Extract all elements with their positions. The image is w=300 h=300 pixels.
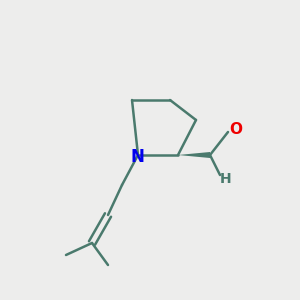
Text: N: N xyxy=(130,148,144,166)
Text: H: H xyxy=(220,172,232,186)
Text: O: O xyxy=(230,122,242,137)
Polygon shape xyxy=(178,152,210,158)
